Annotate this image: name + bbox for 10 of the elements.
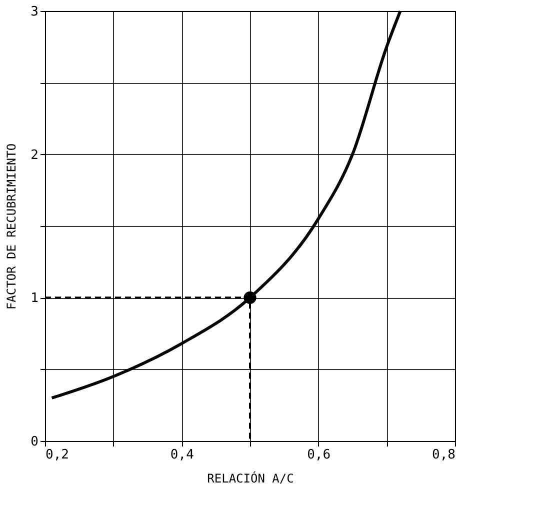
x-tick-label: 0,8 <box>432 448 456 462</box>
y-tick-label: 2 <box>30 148 38 163</box>
y-tick-label: 0 <box>30 434 38 450</box>
y-tick-label: 1 <box>30 291 38 306</box>
x-tick-label: 0,4 <box>170 448 194 462</box>
x-tick-label: 0,2 <box>46 448 69 462</box>
x-tick-label: 0,6 <box>307 448 331 462</box>
y-tick-label: 3 <box>30 4 38 20</box>
x-axis-title: RELACIÓN A/C <box>207 470 294 486</box>
y-axis-title: FACTOR DE RECUBRIMIENTO <box>4 143 19 310</box>
